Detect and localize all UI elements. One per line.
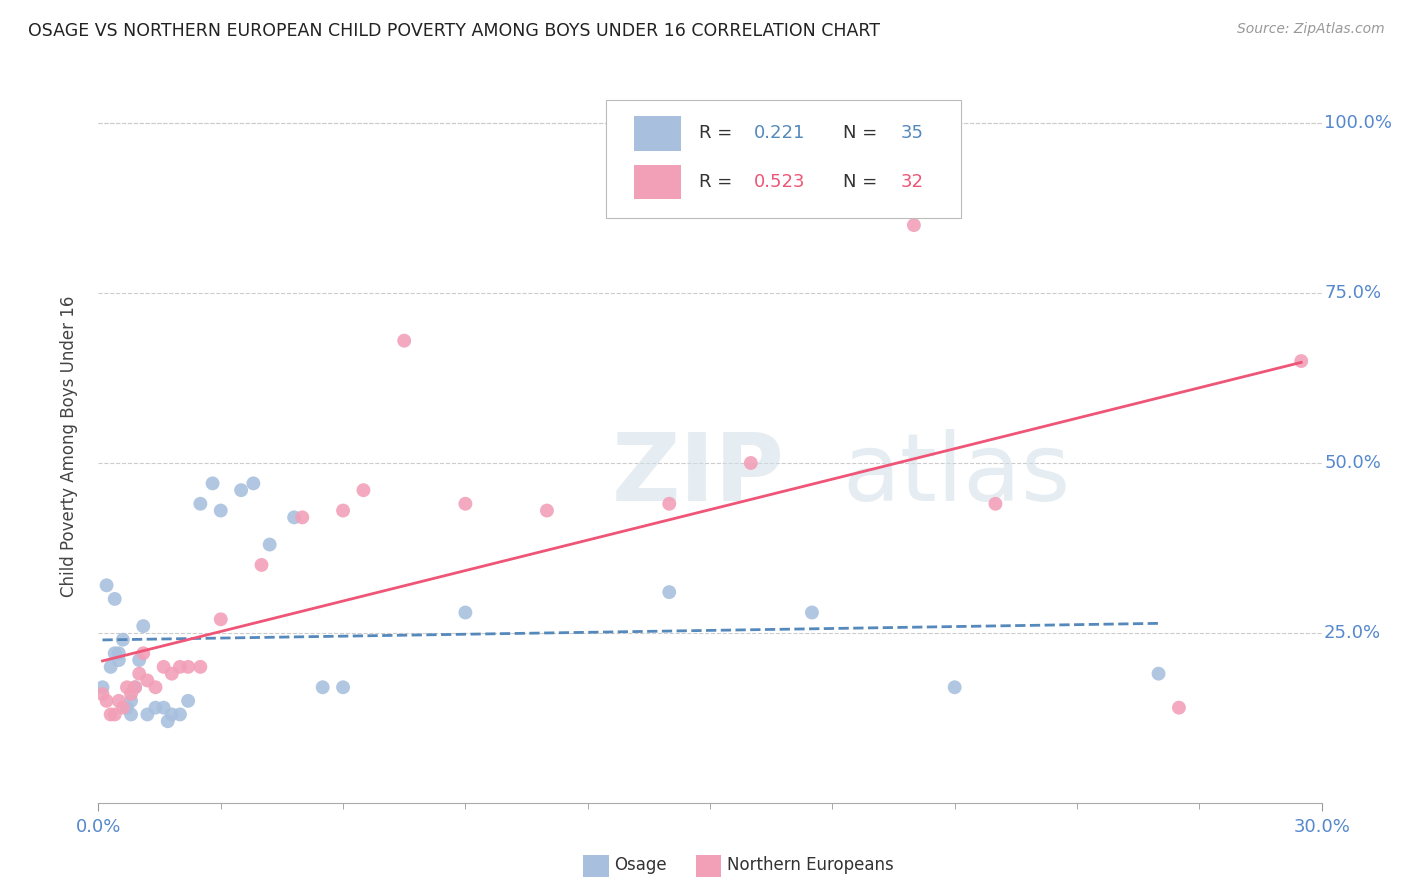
Point [250,558,273,572]
Point [104,707,127,722]
Text: 50.0%: 50.0% [1324,454,1381,472]
Point [943,680,966,694]
Point [108,653,131,667]
Point [100,707,122,722]
Point [120,687,142,701]
Point [1167,700,1189,714]
Point [104,591,127,606]
Point [332,503,354,517]
Point [120,694,142,708]
Point [160,666,183,681]
Point [392,334,416,348]
Point [156,714,179,729]
Text: 25.0%: 25.0% [1324,624,1381,642]
Point [740,456,762,470]
Point [536,503,558,517]
Point [136,707,159,722]
Point [188,660,212,674]
Text: ZIP: ZIP [612,428,785,521]
Bar [634,165,681,199]
Point [332,680,354,694]
Point [1147,666,1170,681]
Point [152,660,174,674]
Point [188,497,212,511]
Point [1291,354,1313,368]
Point [96,578,118,592]
Point [291,510,314,524]
Point [152,700,174,714]
Text: Northern Europeans: Northern Europeans [727,856,894,874]
Text: 100.0%: 100.0% [1324,114,1392,132]
Point [259,537,281,551]
Point [231,483,253,498]
Point [169,660,191,674]
Y-axis label: Child Poverty Among Boys Under 16: Child Poverty Among Boys Under 16 [59,295,77,597]
Text: 75.0%: 75.0% [1324,284,1381,302]
Point [242,476,264,491]
Point [658,585,681,599]
Point [132,619,155,633]
Point [984,497,1007,511]
Point [115,680,138,694]
Point [111,632,134,647]
Point [108,694,131,708]
Text: 32: 32 [901,173,924,191]
Point [100,660,122,674]
Text: N =: N = [844,173,883,191]
Point [145,700,167,714]
Point [96,694,118,708]
Text: Source: ZipAtlas.com: Source: ZipAtlas.com [1237,22,1385,37]
Text: 0.221: 0.221 [754,125,806,143]
Point [209,612,232,626]
Point [136,673,159,688]
Text: atlas: atlas [842,428,1070,521]
Text: N =: N = [844,125,883,143]
Point [120,707,142,722]
Point [111,700,134,714]
Point [128,666,150,681]
Text: 0.523: 0.523 [754,173,806,191]
Text: R =: R = [699,173,738,191]
Point [115,700,138,714]
Point [209,503,232,517]
Point [91,680,114,694]
Point [169,707,191,722]
Point [104,646,127,660]
Point [91,687,114,701]
Point [177,694,200,708]
Text: R =: R = [699,125,738,143]
Text: 35: 35 [901,125,924,143]
Point [132,646,155,660]
Point [108,646,131,660]
Text: Osage: Osage [614,856,666,874]
Bar [634,116,681,151]
Point [454,497,477,511]
Text: OSAGE VS NORTHERN EUROPEAN CHILD POVERTY AMONG BOYS UNDER 16 CORRELATION CHART: OSAGE VS NORTHERN EUROPEAN CHILD POVERTY… [28,22,880,40]
FancyBboxPatch shape [606,100,960,218]
Point [124,680,146,694]
Point [145,680,167,694]
Point [177,660,200,674]
Point [201,476,224,491]
Point [124,680,146,694]
Point [658,497,681,511]
Point [160,707,183,722]
Point [801,606,824,620]
Point [352,483,374,498]
Point [283,510,305,524]
Point [903,218,925,232]
Point [312,680,335,694]
Point [454,606,477,620]
Point [128,653,150,667]
